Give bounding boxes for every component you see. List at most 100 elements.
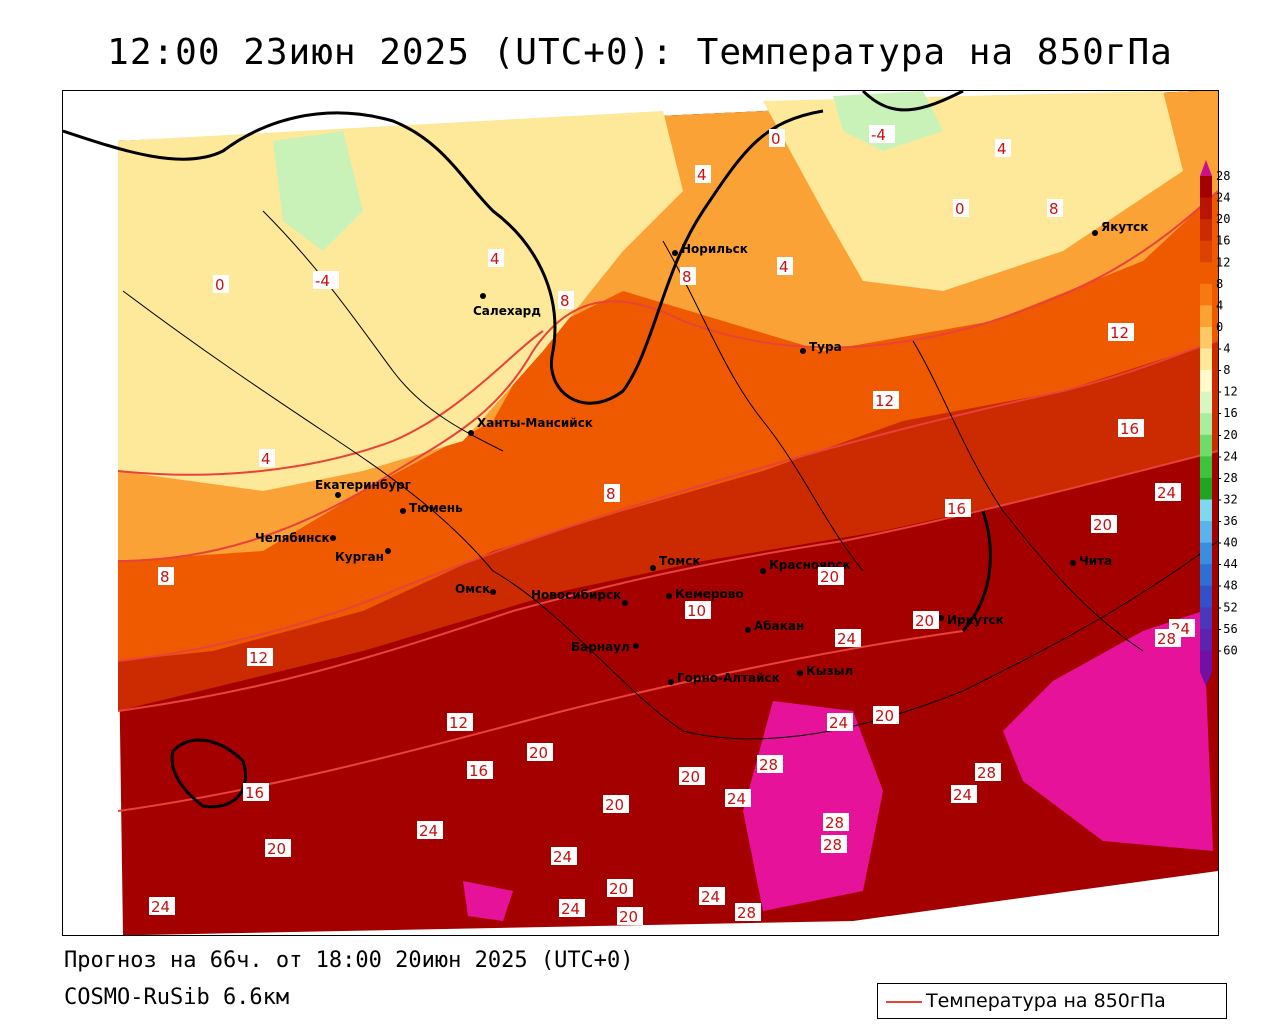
city-tomsk[interactable]: Томск bbox=[650, 554, 701, 571]
colorbar-tick-label: -4 bbox=[1216, 342, 1230, 356]
svg-text:20: 20 bbox=[605, 796, 624, 814]
svg-text:28: 28 bbox=[759, 756, 778, 774]
colorbar-swatch bbox=[1200, 391, 1212, 414]
svg-text:24: 24 bbox=[1157, 484, 1176, 502]
contour-labels: 0 -4 4 8 -4 0 4 8 4 0 4 8 12 12 16 4 8 8… bbox=[149, 125, 1195, 926]
svg-text:10: 10 bbox=[687, 602, 706, 620]
colorbar-swatch bbox=[1200, 413, 1212, 436]
svg-text:24: 24 bbox=[829, 714, 848, 732]
colorbar-tick-label: 24 bbox=[1216, 191, 1230, 205]
colorbar-svg: 28 24 20 16 12 8 4 0 -4 -8 -12 -16 -20 -24 -28 -32 -36 -4… bbox=[1200, 160, 1238, 686]
svg-text:12: 12 bbox=[249, 649, 268, 667]
colorbar-swatch bbox=[1200, 262, 1212, 285]
colorbar-tick-label: 0 bbox=[1216, 320, 1223, 334]
svg-text:24: 24 bbox=[553, 848, 572, 866]
svg-text:8: 8 bbox=[160, 568, 170, 586]
svg-text:16: 16 bbox=[469, 762, 488, 780]
city-tyumen[interactable]: Тюмень bbox=[400, 501, 463, 515]
colorbar-tick-label: -48 bbox=[1216, 579, 1238, 593]
coastline bbox=[63, 91, 992, 809]
colorbar-tick-label: -16 bbox=[1216, 406, 1238, 420]
svg-text:Горно-Алтайск: Горно-Алтайск bbox=[677, 671, 780, 685]
svg-text:4: 4 bbox=[261, 450, 271, 468]
svg-text:12: 12 bbox=[449, 714, 468, 732]
svg-text:Норильск: Норильск bbox=[681, 242, 748, 256]
city-omsk[interactable]: Омск bbox=[455, 582, 496, 596]
svg-text:24: 24 bbox=[701, 888, 720, 906]
svg-text:Иркутск: Иркутск bbox=[947, 613, 1004, 627]
svg-text:20: 20 bbox=[529, 744, 548, 762]
svg-text:24: 24 bbox=[151, 898, 170, 916]
colorbar-swatch bbox=[1200, 370, 1212, 393]
model-name: COSMO-RuSib 6.6км bbox=[64, 985, 290, 1010]
svg-text:8: 8 bbox=[1049, 200, 1059, 218]
svg-text:24: 24 bbox=[419, 822, 438, 840]
colorbar-tick-label: -40 bbox=[1216, 536, 1238, 550]
svg-text:Чита: Чита bbox=[1079, 554, 1112, 568]
svg-text:0: 0 bbox=[955, 200, 965, 218]
colorbar-swatch bbox=[1200, 607, 1212, 630]
city-yekaterinburg[interactable]: Екатеринбург bbox=[315, 478, 411, 498]
city-norilsk[interactable]: Норильск bbox=[672, 242, 748, 256]
svg-text:Ханты-Мансийск: Ханты-Мансийск bbox=[477, 416, 593, 430]
city-gorno-altaysk[interactable]: Горно-Алтайск bbox=[668, 671, 780, 685]
colorbar-tick-label: -8 bbox=[1216, 363, 1230, 377]
city-kurgan[interactable]: Курган bbox=[335, 548, 391, 564]
svg-text:Кемерово: Кемерово bbox=[675, 587, 744, 601]
city-chelyabinsk[interactable]: Челябинск bbox=[255, 531, 336, 545]
svg-text:24: 24 bbox=[953, 786, 972, 804]
colorbar-tick-label: -20 bbox=[1216, 428, 1238, 442]
cities-layer: Норильск Якутск Салехард Тура Ханты-Манс… bbox=[255, 220, 1148, 685]
colorbar-swatch bbox=[1200, 326, 1212, 350]
city-kemerovo[interactable]: Кемерово bbox=[666, 587, 744, 601]
svg-text:-4: -4 bbox=[871, 126, 886, 144]
map-title: 12:00 23июн 2025 (UTC+0): Температура на… bbox=[107, 32, 1173, 73]
colorbar-top-arrow bbox=[1200, 160, 1212, 176]
svg-text:Томск: Томск bbox=[659, 554, 701, 568]
colorbar-tick-label: -28 bbox=[1216, 471, 1238, 485]
map-panel[interactable]: Норильск Якутск Салехард Тура Ханты-Манс… bbox=[62, 90, 1219, 936]
colorbar-tick-label: -12 bbox=[1216, 385, 1238, 399]
city-khanty-mansiysk[interactable]: Ханты-Мансийск bbox=[468, 416, 593, 436]
svg-text:Тура: Тура bbox=[809, 340, 842, 354]
svg-text:8: 8 bbox=[560, 292, 570, 310]
colorbar-tick-label: -56 bbox=[1216, 622, 1238, 636]
city-tura[interactable]: Тура bbox=[800, 340, 842, 354]
colorbar-swatch bbox=[1200, 219, 1212, 242]
city-salekhard[interactable]: Салехард bbox=[473, 293, 541, 318]
svg-text:Барнаул: Барнаул bbox=[571, 640, 630, 654]
colorbar-tick-label: -52 bbox=[1216, 600, 1238, 614]
svg-text:Абакан: Абакан bbox=[754, 619, 804, 633]
colorbar-swatch bbox=[1200, 542, 1212, 565]
city-chita[interactable]: Чита bbox=[1070, 554, 1112, 568]
city-yakutsk[interactable]: Якутск bbox=[1092, 220, 1148, 236]
city-novosibirsk[interactable]: Новосибирск bbox=[531, 588, 628, 606]
city-irkutsk[interactable]: Иркутск bbox=[938, 613, 1004, 627]
svg-text:Тюмень: Тюмень bbox=[409, 501, 463, 515]
colorbar-tick-label: -36 bbox=[1216, 514, 1238, 528]
svg-text:20: 20 bbox=[681, 768, 700, 786]
city-kyzyl[interactable]: Кызыл bbox=[797, 664, 853, 678]
colorbar-swatches bbox=[1200, 176, 1212, 673]
svg-text:Якутск: Якутск bbox=[1101, 220, 1148, 234]
colorbar-tick-label: -60 bbox=[1216, 643, 1238, 657]
svg-text:20: 20 bbox=[1093, 516, 1112, 534]
colorbar-swatch bbox=[1200, 305, 1212, 328]
svg-text:4: 4 bbox=[779, 258, 789, 276]
svg-text:20: 20 bbox=[609, 880, 628, 898]
svg-text:8: 8 bbox=[606, 485, 616, 503]
colorbar-swatch bbox=[1200, 348, 1212, 371]
city-barnaul[interactable]: Барнаул bbox=[571, 640, 639, 654]
svg-text:16: 16 bbox=[245, 784, 264, 802]
svg-text:20: 20 bbox=[915, 612, 934, 630]
svg-text:28: 28 bbox=[825, 814, 844, 832]
colorbar-swatch bbox=[1200, 628, 1212, 651]
colorbar-swatch bbox=[1200, 477, 1212, 500]
svg-text:28: 28 bbox=[1157, 630, 1176, 648]
isotherm-lines bbox=[117, 190, 1218, 812]
colorbar-swatch bbox=[1200, 521, 1212, 544]
city-abakan[interactable]: Абакан bbox=[745, 619, 804, 633]
colorbar-bottom-arrow bbox=[1200, 672, 1212, 686]
colorbar-tick-label: -24 bbox=[1216, 449, 1238, 463]
colorbar-tick-label: 28 bbox=[1216, 169, 1230, 183]
